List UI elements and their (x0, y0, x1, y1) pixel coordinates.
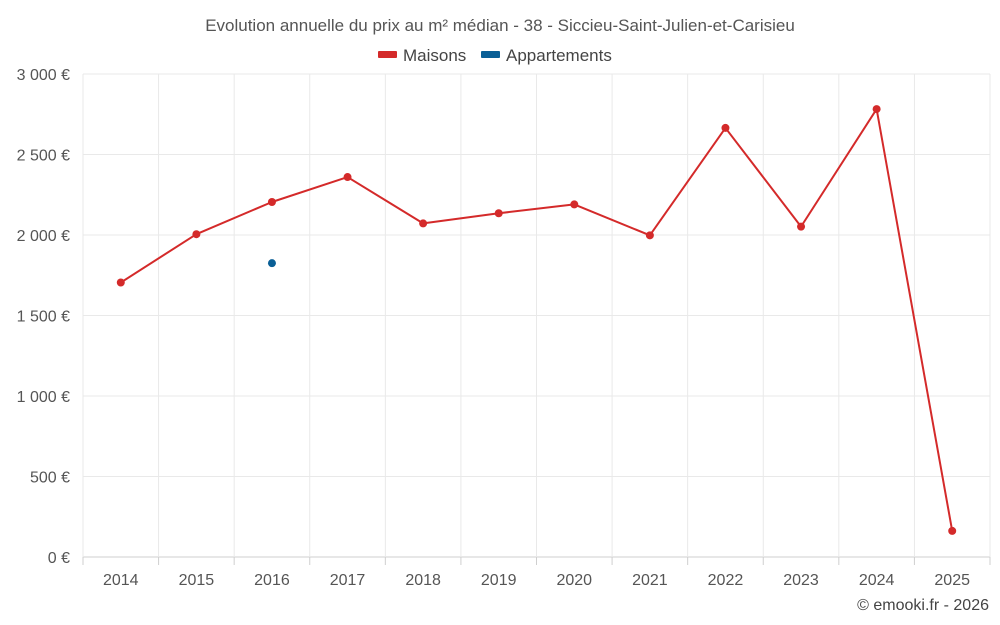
data-point-maisons[interactable] (116, 278, 125, 287)
data-point-appartements[interactable] (267, 259, 276, 268)
legend-swatch-appartements (481, 51, 500, 58)
y-tick-label: 0 € (48, 550, 70, 567)
y-tick-label: 1 000 € (17, 389, 70, 406)
data-point-maisons[interactable] (419, 219, 428, 228)
x-axis: 2014 2015 2016 2017 2018 2019 2020 2021 2022 2023… (82, 557, 991, 589)
x-tick-label: 2023 (783, 572, 819, 589)
data-point-maisons[interactable] (645, 231, 654, 240)
x-tick-label: 2022 (708, 572, 744, 589)
y-tick-label: 2 000 € (17, 228, 70, 245)
legend-label-appartements[interactable]: Appartements (506, 46, 612, 65)
data-point-maisons[interactable] (948, 526, 957, 535)
data-point-maisons[interactable] (797, 222, 806, 231)
x-tick-label: 2017 (330, 572, 366, 589)
chart-title: Evolution annuelle du prix au m² médian … (205, 16, 795, 35)
y-axis: 0 € 500 € 1 000 € 1 500 € 2 000 € 2 500 € 3 00… (17, 67, 70, 567)
data-point-maisons[interactable] (192, 230, 201, 239)
x-tick-label: 2015 (179, 572, 215, 589)
data-point-maisons[interactable] (570, 200, 579, 209)
y-tick-label: 2 500 € (17, 148, 70, 165)
x-tick-label: 2018 (405, 572, 441, 589)
y-tick-label: 3 000 € (17, 67, 70, 84)
x-tick-label: 2021 (632, 572, 668, 589)
data-point-maisons[interactable] (872, 105, 881, 114)
credit: © emooki.fr - 2026 (857, 597, 989, 614)
legend-swatch-maisons (378, 51, 397, 58)
x-tick-label: 2024 (859, 572, 895, 589)
series-line-maisons (120, 108, 954, 532)
x-tick-label: 2019 (481, 572, 517, 589)
x-tick-label: 2016 (254, 572, 290, 589)
x-tick-label: 2020 (556, 572, 592, 589)
data-point-maisons[interactable] (721, 123, 730, 132)
y-tick-label: 1 500 € (17, 309, 70, 326)
y-tick-label: 500 € (30, 470, 70, 487)
legend: Maisons Appartements (378, 46, 612, 65)
x-tick-label: 2014 (103, 572, 139, 589)
grid (82, 73, 991, 558)
data-point-maisons[interactable] (267, 197, 276, 206)
series (116, 105, 957, 535)
x-tick-label: 2025 (934, 572, 970, 589)
legend-label-maisons[interactable]: Maisons (403, 46, 466, 65)
data-point-maisons[interactable] (343, 173, 352, 182)
data-point-maisons[interactable] (494, 209, 503, 218)
